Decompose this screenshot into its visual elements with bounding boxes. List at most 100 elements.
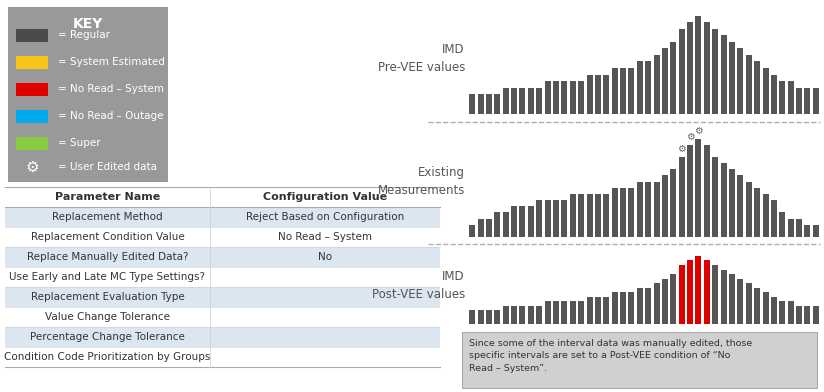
Bar: [478, 310, 484, 324]
Text: = No Read – Outage: = No Read – Outage: [58, 111, 163, 121]
Text: Replacement Method: Replacement Method: [52, 212, 163, 222]
Bar: [653, 283, 659, 324]
Bar: [737, 48, 743, 114]
Bar: [611, 292, 618, 324]
Bar: [478, 219, 484, 237]
Bar: [796, 306, 802, 324]
Bar: [629, 188, 634, 237]
Bar: [645, 181, 651, 237]
Bar: [637, 181, 643, 237]
Bar: [511, 88, 517, 114]
Text: No Read – System: No Read – System: [278, 232, 372, 242]
Bar: [804, 88, 811, 114]
Bar: [553, 81, 559, 114]
Bar: [670, 274, 677, 324]
Bar: [620, 188, 626, 237]
Bar: [5, 287, 440, 307]
Bar: [5, 247, 440, 267]
Bar: [804, 306, 811, 324]
Bar: [780, 81, 785, 114]
Bar: [679, 265, 685, 324]
Bar: [536, 200, 542, 237]
Bar: [511, 206, 517, 237]
Bar: [5, 187, 440, 207]
Bar: [704, 145, 709, 237]
Bar: [503, 306, 508, 324]
Text: ⚙: ⚙: [686, 132, 695, 142]
Bar: [536, 306, 542, 324]
Bar: [503, 212, 508, 237]
Bar: [528, 306, 534, 324]
Text: Replace Manually Edited Data?: Replace Manually Edited Data?: [26, 252, 188, 262]
Bar: [595, 74, 601, 114]
Bar: [16, 137, 48, 150]
Text: Condition Code Prioritization by Groups: Condition Code Prioritization by Groups: [4, 352, 211, 362]
FancyBboxPatch shape: [8, 7, 168, 182]
Bar: [494, 94, 500, 114]
Bar: [687, 260, 693, 324]
Bar: [695, 16, 701, 114]
Bar: [587, 297, 592, 324]
Bar: [780, 301, 785, 324]
Bar: [679, 157, 685, 237]
Text: IMD
Post-VEE values: IMD Post-VEE values: [372, 270, 465, 301]
Bar: [553, 200, 559, 237]
Bar: [519, 206, 526, 237]
Bar: [729, 42, 735, 114]
Bar: [662, 279, 668, 324]
Bar: [704, 260, 709, 324]
Bar: [662, 176, 668, 237]
Bar: [545, 301, 550, 324]
Bar: [494, 212, 500, 237]
Bar: [16, 110, 48, 123]
Bar: [553, 301, 559, 324]
Bar: [721, 270, 727, 324]
Bar: [469, 225, 475, 237]
Bar: [754, 288, 761, 324]
Bar: [561, 81, 568, 114]
Bar: [620, 68, 626, 114]
Bar: [712, 29, 719, 114]
Bar: [629, 68, 634, 114]
Bar: [645, 62, 651, 114]
Bar: [629, 292, 634, 324]
Bar: [486, 94, 492, 114]
Bar: [788, 81, 794, 114]
Bar: [469, 94, 475, 114]
Bar: [729, 169, 735, 237]
Bar: [780, 212, 785, 237]
Bar: [5, 347, 440, 367]
Text: = No Read – System: = No Read – System: [58, 84, 164, 94]
Bar: [603, 297, 609, 324]
Bar: [721, 163, 727, 237]
Bar: [569, 301, 576, 324]
Bar: [569, 194, 576, 237]
Bar: [812, 306, 819, 324]
Bar: [754, 62, 761, 114]
Bar: [712, 157, 719, 237]
Bar: [788, 301, 794, 324]
Bar: [462, 332, 817, 388]
Bar: [561, 200, 568, 237]
Bar: [16, 83, 48, 96]
Bar: [611, 68, 618, 114]
Text: IMD
Pre-VEE values: IMD Pre-VEE values: [377, 43, 465, 74]
Bar: [754, 188, 761, 237]
Text: KEY: KEY: [73, 17, 103, 31]
Bar: [486, 219, 492, 237]
Bar: [519, 306, 526, 324]
Bar: [771, 200, 777, 237]
Bar: [519, 88, 526, 114]
Text: Use Early and Late MC Type Settings?: Use Early and Late MC Type Settings?: [10, 272, 205, 282]
Bar: [746, 181, 751, 237]
Bar: [762, 194, 769, 237]
Bar: [637, 62, 643, 114]
Text: Replacement Condition Value: Replacement Condition Value: [30, 232, 185, 242]
Bar: [595, 194, 601, 237]
Bar: [587, 194, 592, 237]
Text: ⚙: ⚙: [677, 144, 686, 154]
Bar: [528, 206, 534, 237]
Bar: [679, 29, 685, 114]
Bar: [545, 81, 550, 114]
Bar: [687, 145, 693, 237]
